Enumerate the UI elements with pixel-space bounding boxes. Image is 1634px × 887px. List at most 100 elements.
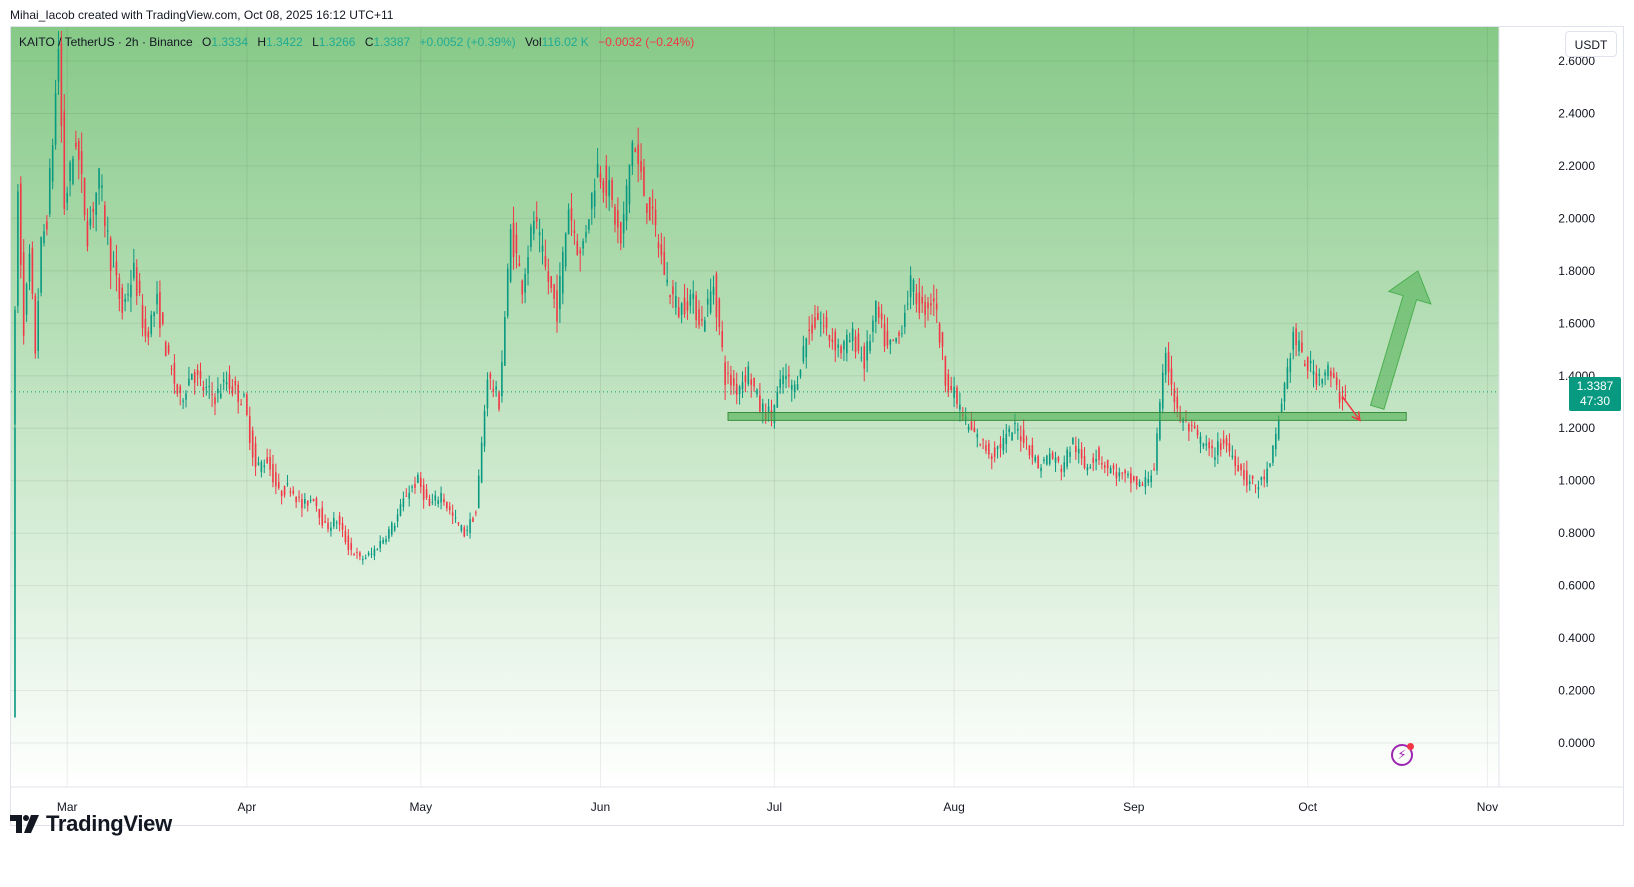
price-chart[interactable]: 0.0000 0.2000 0.4000 0.6000 0.8000 1.0000 1.20… <box>11 27 1623 825</box>
x-tick-label: Apr <box>238 800 257 814</box>
candle-body <box>547 271 550 283</box>
candle-body <box>741 382 744 390</box>
candle-body <box>1046 455 1048 465</box>
candle-body <box>130 284 132 298</box>
legend-symbol[interactable]: KAITO / TetherUS · 2h · Binance <box>19 35 193 49</box>
candle-body <box>388 529 390 539</box>
candle-body <box>275 472 277 487</box>
candle-body <box>869 341 871 352</box>
candle-body <box>976 434 979 438</box>
lightning-icon[interactable]: ⚡ <box>1391 743 1414 766</box>
candle-body <box>808 329 810 331</box>
candle-body <box>295 496 297 503</box>
candle-body <box>1251 475 1254 479</box>
candle-body <box>825 317 828 329</box>
candle-body <box>95 192 97 216</box>
y-tick-label: 1.2000 <box>1558 421 1595 435</box>
candle-body <box>608 180 610 197</box>
candle-body <box>1257 487 1260 490</box>
candle-body <box>246 394 248 415</box>
candle-body <box>222 379 225 382</box>
candle-body <box>1069 451 1071 457</box>
candle-body <box>1156 433 1158 471</box>
candle-body <box>544 255 547 267</box>
currency-button[interactable]: USDT <box>1565 31 1617 57</box>
candle-body <box>57 49 60 82</box>
candle-body <box>327 522 329 530</box>
candle-body <box>617 210 619 228</box>
candle-body <box>588 219 590 230</box>
candle-body <box>248 416 251 444</box>
candle-body <box>1164 353 1167 375</box>
candle-body <box>1025 438 1028 440</box>
candle-body <box>1040 467 1042 472</box>
candle-body <box>631 142 634 167</box>
candle-body <box>164 341 167 357</box>
candle-body <box>695 295 697 321</box>
candle-body <box>660 244 663 256</box>
candle-body <box>1211 445 1213 449</box>
candle-body <box>904 312 906 327</box>
candle-body <box>451 512 454 516</box>
candle-body <box>698 309 700 326</box>
support-zone[interactable] <box>727 411 1407 421</box>
candle-body <box>1147 478 1150 483</box>
candle-body <box>1275 433 1277 450</box>
down-arrow-head[interactable] <box>1351 411 1361 422</box>
candle-body <box>1332 373 1335 378</box>
candle-body <box>292 490 295 494</box>
candle-body <box>1225 438 1228 446</box>
candle-body <box>1135 476 1138 486</box>
candle-body <box>959 404 961 410</box>
candle-body <box>19 183 22 265</box>
candle-body <box>1141 484 1144 486</box>
candle-body <box>1335 377 1338 386</box>
candle-body <box>1034 456 1037 462</box>
candle-body <box>475 512 477 514</box>
candle-body <box>727 372 729 374</box>
candle-body <box>321 507 324 526</box>
candle-body <box>477 475 480 509</box>
candle-body <box>585 232 587 238</box>
candle-body <box>257 462 260 465</box>
candle-body <box>785 375 787 380</box>
candle-body <box>318 508 321 518</box>
candle-body <box>306 500 309 506</box>
candle-body <box>492 388 495 392</box>
down-arrow[interactable] <box>1341 396 1361 421</box>
candle-body <box>46 221 48 230</box>
legend-vol-label: Vol <box>524 35 542 49</box>
candle-body <box>1344 394 1347 396</box>
candle-body <box>359 552 361 557</box>
candle-body <box>1106 459 1109 469</box>
candle-body <box>173 363 176 384</box>
candle-body <box>298 496 300 498</box>
candle-body <box>330 527 332 531</box>
candle-body <box>153 312 155 317</box>
candle-body <box>498 392 500 410</box>
candle-body <box>1214 457 1216 460</box>
candle-body <box>1315 372 1318 385</box>
chart-frame[interactable]: 0.0000 0.2000 0.4000 0.6000 0.8000 1.0000 1.20… <box>10 26 1624 826</box>
candle-body <box>443 498 445 503</box>
candle-body <box>170 368 173 370</box>
candle-body <box>1080 449 1083 459</box>
candle-body <box>846 334 848 354</box>
candle-body <box>912 279 915 293</box>
last-price-tag: 1.3387 47:30 <box>1569 376 1621 411</box>
candle-body <box>127 294 129 296</box>
candle-body <box>860 357 863 359</box>
candle-body <box>1202 443 1205 447</box>
candle-body <box>567 209 570 235</box>
candle-body <box>309 499 312 501</box>
candle-body <box>1254 484 1257 486</box>
candle-body <box>1208 441 1210 449</box>
tradingview-logo-icon <box>10 815 39 833</box>
brand-name: TradingView <box>46 811 172 836</box>
candle-body <box>1112 465 1115 469</box>
up-arrow[interactable] <box>1369 270 1432 410</box>
candle-body <box>17 191 19 307</box>
brand[interactable]: TradingView <box>10 808 172 840</box>
candle-body <box>677 307 680 317</box>
candle-body <box>1008 428 1010 433</box>
